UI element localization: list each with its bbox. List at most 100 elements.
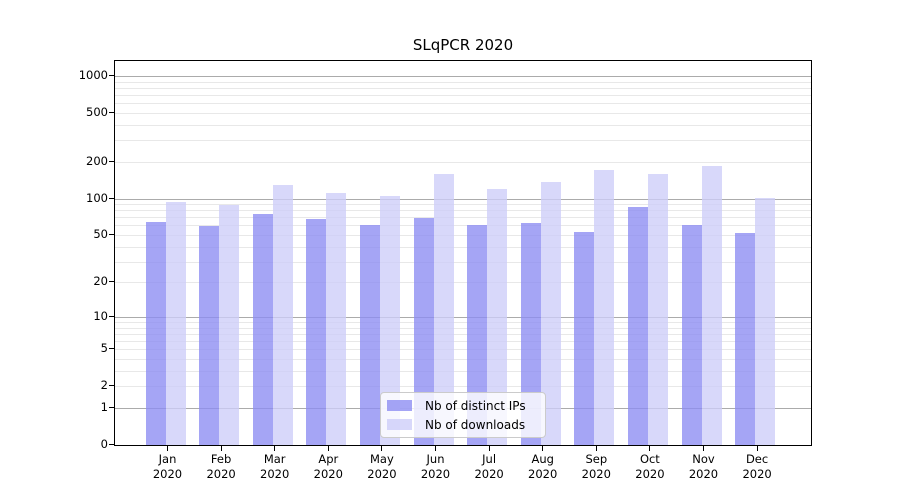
x-tick-label-nov: Nov 2020 bbox=[677, 452, 731, 482]
x-tick-year: 2020 bbox=[528, 467, 558, 481]
x-tick-mark bbox=[488, 446, 490, 451]
bar-apr-distinct-ips bbox=[306, 218, 327, 445]
x-tick-year: 2020 bbox=[206, 467, 236, 481]
y-tick-mark bbox=[109, 234, 114, 235]
y-tick-mark bbox=[109, 385, 114, 387]
x-tick-year: 2020 bbox=[581, 467, 611, 481]
y-tick-label: 500 bbox=[86, 104, 108, 119]
bar-aug-downloads bbox=[540, 182, 561, 445]
x-tick-year: 2020 bbox=[260, 467, 290, 481]
x-tick-label-feb: Feb 2020 bbox=[194, 452, 248, 482]
bar-jul-downloads bbox=[487, 189, 508, 445]
x-tick-mark bbox=[542, 446, 544, 451]
x-tick-label-jan: Jan 2020 bbox=[141, 452, 195, 482]
x-tick-year: 2020 bbox=[152, 467, 183, 481]
y-tick-label: 100 bbox=[86, 190, 108, 205]
bar-jul-distinct-ips bbox=[467, 224, 488, 445]
bar-mar-distinct-ips bbox=[252, 214, 273, 445]
chart-title: SLqPCR 2020 bbox=[412, 36, 514, 54]
minor-gridline bbox=[115, 210, 811, 212]
y-tick-label: 50 bbox=[93, 227, 108, 241]
x-tick-year: 2020 bbox=[367, 467, 397, 481]
legend-label-downloads: Nb of downloads bbox=[425, 417, 526, 432]
y-tick-label: 20 bbox=[93, 274, 108, 289]
minor-gridline bbox=[115, 81, 811, 83]
y-tick-label: 10 bbox=[93, 308, 108, 323]
y-tick-mark bbox=[109, 160, 114, 162]
x-tick-label-dec: Dec 2020 bbox=[730, 452, 784, 482]
y-tick-mark bbox=[109, 111, 114, 113]
x-tick-label-aug: Aug 2020 bbox=[516, 452, 570, 482]
x-tick-mark bbox=[220, 446, 222, 451]
minor-gridline bbox=[115, 370, 811, 372]
minor-gridline bbox=[115, 386, 811, 388]
minor-gridline bbox=[115, 327, 811, 329]
minor-gridline bbox=[115, 246, 811, 248]
x-tick-year: 2020 bbox=[420, 467, 451, 481]
x-tick-label-may: May 2020 bbox=[355, 452, 409, 482]
x-tick-label-jun: Jun 2020 bbox=[409, 452, 463, 482]
bar-dec-downloads bbox=[755, 197, 776, 445]
y-tick-label: 0 bbox=[100, 437, 108, 451]
minor-gridline bbox=[115, 204, 811, 205]
x-tick-label-sep: Sep 2020 bbox=[569, 452, 623, 482]
x-tick-year: 2020 bbox=[313, 467, 343, 481]
minor-gridline bbox=[115, 140, 811, 142]
bar-jan-distinct-ips bbox=[145, 222, 166, 445]
legend-item-distinct-ips: Nb of distinct IPs bbox=[387, 399, 545, 413]
legend: Nb of distinct IPs Nb of downloads bbox=[380, 392, 546, 438]
bar-jun-downloads bbox=[433, 174, 454, 445]
x-tick-year: 2020 bbox=[688, 467, 719, 481]
y-tick-label: 200 bbox=[86, 153, 108, 168]
minor-gridline bbox=[115, 112, 811, 114]
legend-item-downloads: Nb of downloads bbox=[387, 418, 545, 432]
bar-may-distinct-ips bbox=[359, 225, 380, 445]
x-tick-mark bbox=[167, 446, 168, 451]
bar-oct-downloads bbox=[647, 173, 668, 445]
legend-swatch-distinct-ips-icon bbox=[387, 400, 412, 411]
bar-feb-downloads bbox=[219, 205, 240, 445]
bar-sep-downloads bbox=[594, 170, 615, 445]
x-tick-mark bbox=[274, 446, 276, 451]
bar-oct-distinct-ips bbox=[627, 207, 648, 445]
x-tick-label-apr: Apr 2020 bbox=[301, 452, 355, 482]
bar-dec-distinct-ips bbox=[735, 232, 756, 445]
y-tick-mark bbox=[109, 444, 114, 445]
bars-layer bbox=[115, 61, 811, 445]
major-gridline bbox=[115, 316, 811, 318]
minor-gridline bbox=[115, 95, 811, 96]
minor-gridline bbox=[115, 235, 811, 236]
x-tick-label-oct: Oct 2020 bbox=[623, 452, 677, 482]
minor-gridline bbox=[115, 349, 811, 351]
x-tick-mark bbox=[703, 446, 704, 451]
major-gridline bbox=[115, 198, 811, 200]
y-tick-label: 5 bbox=[100, 341, 108, 356]
y-tick-mark bbox=[109, 315, 114, 317]
bar-aug-distinct-ips bbox=[520, 222, 541, 445]
x-tick-label-jul: Jul 2020 bbox=[462, 452, 516, 482]
x-tick-mark bbox=[756, 446, 758, 451]
plot-area: Nb of distinct IPs Nb of downloads bbox=[114, 60, 812, 446]
bar-may-downloads bbox=[379, 196, 400, 445]
gridlines-layer bbox=[115, 61, 811, 445]
y-tick-mark bbox=[109, 197, 114, 199]
x-tick-mark bbox=[435, 446, 436, 451]
bar-nov-downloads bbox=[701, 166, 722, 445]
bar-jan-downloads bbox=[165, 201, 186, 445]
bar-mar-downloads bbox=[272, 184, 293, 445]
x-tick-mark bbox=[327, 446, 329, 451]
minor-gridline bbox=[115, 161, 811, 163]
minor-gridline bbox=[115, 333, 811, 335]
minor-gridline bbox=[115, 322, 811, 323]
legend-label-distinct-ips: Nb of distinct IPs bbox=[425, 398, 526, 413]
bar-feb-distinct-ips bbox=[199, 226, 220, 445]
x-tick-mark bbox=[381, 446, 383, 451]
bar-sep-distinct-ips bbox=[574, 231, 595, 445]
minor-gridline bbox=[115, 124, 811, 126]
minor-gridline bbox=[115, 217, 811, 219]
y-tick-mark bbox=[109, 281, 114, 283]
x-tick-mark bbox=[649, 446, 651, 451]
minor-gridline bbox=[115, 225, 811, 227]
bar-apr-downloads bbox=[326, 192, 347, 445]
